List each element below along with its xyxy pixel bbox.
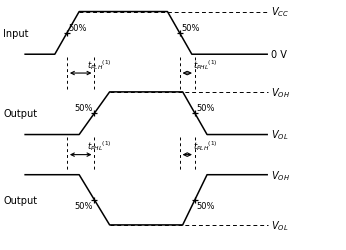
Text: $t_{PLH}{}^{(1)}$: $t_{PLH}{}^{(1)}$	[87, 58, 111, 71]
Text: $V_{OL}$: $V_{OL}$	[271, 218, 288, 232]
Text: 50%: 50%	[197, 201, 215, 210]
Text: $t_{PHL}{}^{(1)}$: $t_{PHL}{}^{(1)}$	[193, 58, 218, 71]
Text: Output: Output	[3, 195, 37, 205]
Text: 50%: 50%	[181, 24, 200, 32]
Text: 0 V: 0 V	[271, 50, 287, 60]
Text: 50%: 50%	[74, 104, 93, 112]
Text: $t_{PHL}{}^{(1)}$: $t_{PHL}{}^{(1)}$	[87, 139, 111, 152]
Text: $V_{OH}$: $V_{OH}$	[271, 86, 290, 99]
Text: 50%: 50%	[74, 201, 93, 210]
Text: Output: Output	[3, 109, 37, 119]
Text: $t_{PLH}{}^{(1)}$: $t_{PLH}{}^{(1)}$	[193, 139, 218, 152]
Text: Input: Input	[3, 29, 28, 39]
Text: 50%: 50%	[69, 24, 87, 32]
Text: 50%: 50%	[197, 104, 215, 112]
Text: $V_{OH}$: $V_{OH}$	[271, 168, 290, 182]
Text: $V_{CC}$: $V_{CC}$	[271, 6, 289, 19]
Text: $V_{OL}$: $V_{OL}$	[271, 128, 288, 142]
